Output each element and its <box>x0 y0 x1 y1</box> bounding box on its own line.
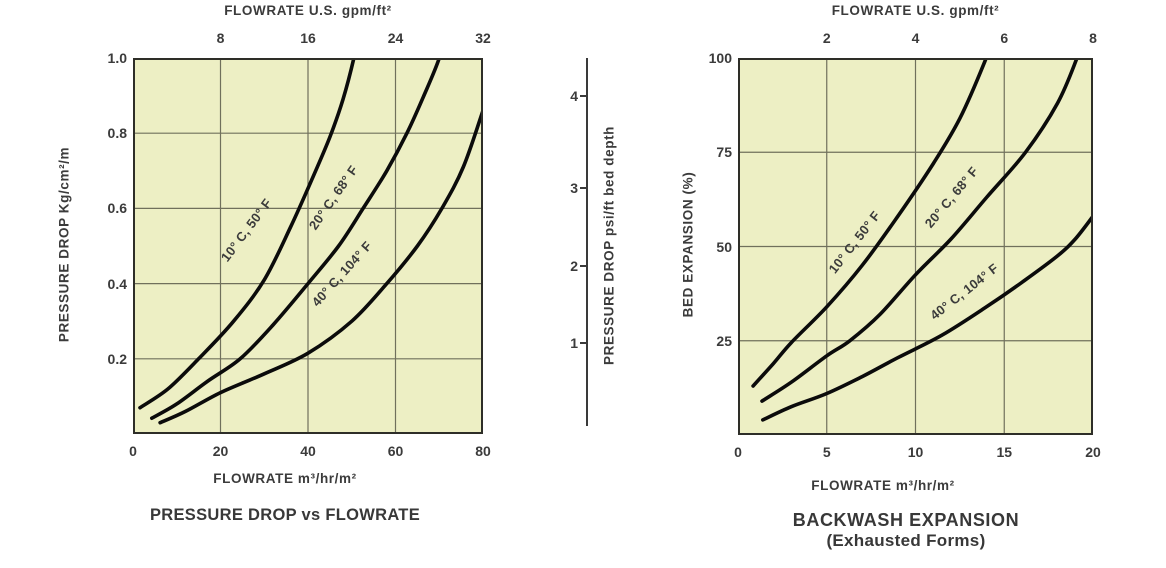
pressure-left-tick: 0.4 <box>107 275 127 292</box>
psi-axis-label: PRESSURE DROP psi/ft bed depth <box>601 125 617 366</box>
backwash-curve-40° <box>761 214 1093 422</box>
backwash-plot-area: 10° C, 50° F20° C, 68° F40° C, 104° F <box>738 58 1093 435</box>
pressure-top-tick: 8 <box>216 30 225 46</box>
backwash-curves <box>751 58 1093 422</box>
pressure-bottom-tick: 60 <box>387 443 404 459</box>
psi-tick-label: 3 <box>570 180 578 197</box>
backwash-bottom-tick: 20 <box>1085 444 1101 460</box>
psi-tick-mark <box>580 187 587 190</box>
pressure-bottom-tick: 0 <box>129 443 137 459</box>
pressure-curves <box>138 58 483 425</box>
backwash-left-tick: 50 <box>716 238 732 255</box>
psi-tick-label: 4 <box>570 87 578 104</box>
pressure-y-axis-label: PRESSURE DROP Kg/cm²/m <box>56 146 72 343</box>
pressure-left-tick: 0.6 <box>107 200 127 217</box>
pressure-top-axis-label: FLOWRATE U.S. gpm/ft² <box>224 3 392 18</box>
psi-tick-mark <box>580 94 587 97</box>
backwash-curve-20° <box>760 58 1079 403</box>
psi-tick-label: 2 <box>570 257 578 274</box>
backwash-top-tick: 2 <box>822 30 831 46</box>
pressure-left-tick: 0.8 <box>107 125 127 142</box>
psi-tick-mark <box>580 342 587 344</box>
pressure-plot-border <box>133 58 483 434</box>
pressure-curve-10° <box>138 58 356 410</box>
pressure-curve-40° <box>158 108 483 425</box>
pressure-top-tick: 32 <box>475 30 491 46</box>
pressure-left-tick: 1.0 <box>107 50 127 66</box>
pressure-chart-title: PRESSURE DROP vs FLOWRATE <box>149 506 420 524</box>
backwash-plot-border <box>738 58 1093 435</box>
backwash-top-tick: 8 <box>1089 30 1097 46</box>
backwash-curve-10° <box>751 58 989 388</box>
psi-tick-mark <box>580 264 587 267</box>
pressure-bottom-tick: 80 <box>475 443 491 459</box>
psi-axis-line <box>586 58 588 426</box>
pressure-left-tick: 0.2 <box>107 350 127 367</box>
backwash-top-tick: 4 <box>911 30 920 46</box>
pressure-bottom-tick: 20 <box>212 443 229 459</box>
backwash-bottom-axis-label: FLOWRATE m³/hr/m² <box>811 478 955 493</box>
pressure-curve-20° <box>150 58 442 420</box>
backwash-bottom-tick: 10 <box>907 444 924 460</box>
pressure-bottom-axis-label: FLOWRATE m³/hr/m² <box>213 471 357 486</box>
backwash-bottom-tick: 5 <box>822 444 831 460</box>
pressure-bottom-tick: 40 <box>300 443 316 459</box>
backwash-bottom-tick: 15 <box>996 444 1013 460</box>
pressure-plot-area: 10° C, 50° F 20° C, 68° F40° C, 104° F <box>133 58 483 434</box>
backwash-left-tick: 25 <box>716 332 732 349</box>
pressure-top-tick: 24 <box>387 30 404 46</box>
backwash-bottom-tick: 0 <box>734 444 742 460</box>
backwash-left-tick: 75 <box>716 144 732 161</box>
backwash-left-tick: 100 <box>708 50 732 66</box>
backwash-chart-title: BACKWASH EXPANSION <box>792 510 1020 530</box>
pressure-top-tick: 16 <box>300 30 316 46</box>
backwash-chart-subtitle: (Exhausted Forms) <box>826 531 986 550</box>
psi-tick-label: 1 <box>570 335 578 351</box>
backwash-top-axis-label: FLOWRATE U.S. gpm/ft² <box>831 3 1000 18</box>
backwash-top-tick: 6 <box>1000 30 1009 46</box>
